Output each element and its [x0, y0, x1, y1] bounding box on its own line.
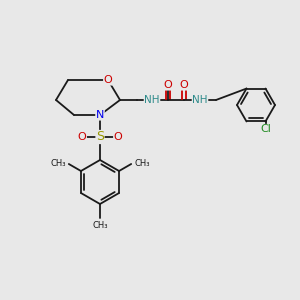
Text: Cl: Cl	[260, 124, 271, 134]
Text: O: O	[164, 80, 172, 90]
Text: NH: NH	[192, 95, 208, 105]
Text: CH₃: CH₃	[50, 160, 66, 169]
Text: CH₃: CH₃	[92, 221, 108, 230]
Text: O: O	[78, 132, 86, 142]
Text: O: O	[180, 80, 188, 90]
Text: O: O	[103, 75, 112, 85]
Text: O: O	[114, 132, 122, 142]
Text: NH: NH	[144, 95, 160, 105]
Text: S: S	[96, 130, 104, 143]
Text: N: N	[96, 110, 104, 120]
Text: CH₃: CH₃	[134, 160, 150, 169]
